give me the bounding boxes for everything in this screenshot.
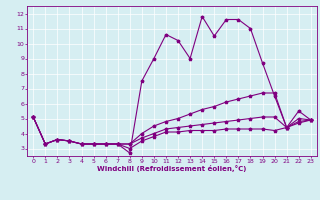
X-axis label: Windchill (Refroidissement éolien,°C): Windchill (Refroidissement éolien,°C) bbox=[97, 165, 247, 172]
